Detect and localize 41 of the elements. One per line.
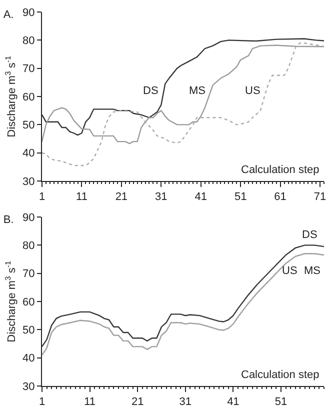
y-tick-label: 30: [22, 176, 35, 188]
series-label: US: [245, 85, 260, 97]
x-tick-label: 71: [314, 191, 326, 204]
series-label: US: [282, 265, 298, 277]
x-axis-title: Calculation step: [241, 164, 320, 176]
x-tick-label: 31: [155, 191, 168, 204]
x-tick-label: 51: [234, 191, 247, 204]
x-tick-label: 11: [76, 191, 88, 204]
y-tick-label: 60: [22, 91, 35, 104]
x-tick-label: 41: [194, 191, 207, 204]
y-tick-label: 40: [22, 148, 35, 160]
y-tick-label: 70: [22, 268, 35, 280]
x-tick-label: 21: [115, 191, 128, 204]
y-tick-label: 90: [22, 212, 35, 224]
series-label: MS: [304, 265, 320, 277]
line-series: [42, 42, 324, 166]
y-tick-label: 80: [22, 35, 35, 48]
line-series: [42, 253, 324, 356]
x-tick-label: 1: [38, 396, 46, 408]
x-tick-label: 51: [274, 396, 288, 408]
x-tick-label: 61: [274, 191, 286, 204]
y-tick-label: 60: [22, 296, 35, 308]
x-axis-title: Calculation step: [241, 369, 320, 381]
series-label: DS: [143, 85, 158, 97]
line-series: [42, 244, 324, 348]
y-tick-label: 30: [22, 380, 35, 393]
x-tick-label: 41: [227, 396, 240, 408]
chart-title: B.: [3, 214, 14, 226]
y-tick-label: 40: [22, 352, 35, 365]
x-tick-label: 11: [84, 396, 96, 408]
series-label: MS: [189, 85, 206, 97]
y-tick-label: 50: [22, 120, 35, 132]
series-label: DS: [302, 229, 318, 241]
y-tick-label: 90: [22, 6, 35, 19]
x-tick-label: 21: [131, 396, 144, 408]
chart-title: A.: [3, 9, 14, 22]
y-tick-label: 50: [22, 324, 35, 337]
y-tick-label: 80: [22, 240, 35, 252]
x-tick-label: 31: [179, 396, 192, 408]
x-tick-label: 1: [38, 191, 46, 204]
y-tick-label: 70: [22, 63, 35, 76]
